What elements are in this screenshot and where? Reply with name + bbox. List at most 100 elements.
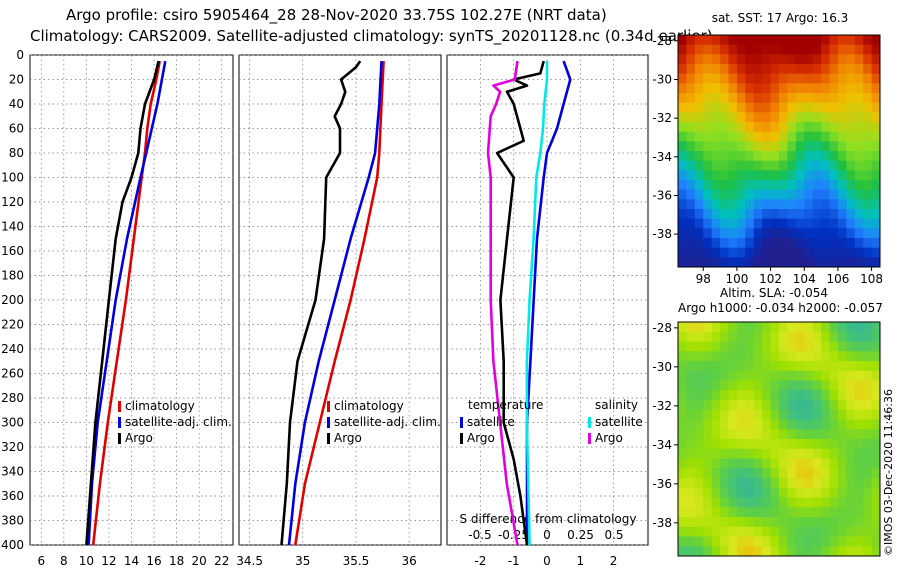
- map-cell: [678, 487, 687, 498]
- map-cell: [686, 468, 696, 479]
- map-cell: [829, 526, 839, 537]
- map-cell: [753, 526, 763, 537]
- map-cell: [736, 517, 746, 528]
- map-cell: [720, 517, 729, 528]
- map-cell: [863, 112, 872, 123]
- map-cell: [812, 151, 822, 162]
- map-cell: [779, 160, 788, 171]
- map-cell: [812, 331, 822, 342]
- map-cell: [745, 322, 755, 333]
- y-tick-label: 100: [1, 171, 24, 185]
- map-cell: [821, 429, 830, 440]
- map-cell: [762, 141, 771, 152]
- map-cell: [829, 44, 839, 55]
- map-cell: [736, 257, 746, 268]
- map-cell: [779, 112, 788, 123]
- map-cell: [812, 419, 822, 430]
- map-cell: [753, 439, 763, 450]
- map-cell: [762, 517, 771, 528]
- map-cell: [762, 341, 771, 352]
- map-cell: [753, 419, 763, 430]
- map-cell: [863, 351, 872, 362]
- map-cell: [804, 44, 814, 55]
- map-cell: [804, 370, 814, 381]
- map-cell: [854, 322, 864, 333]
- map-cell: [871, 180, 881, 191]
- map-cell: [804, 122, 814, 133]
- map-cell: [720, 218, 729, 229]
- map-cell: [678, 400, 687, 411]
- map-cell: [770, 141, 780, 152]
- map-cell: [787, 64, 797, 75]
- sla-map-subtitle: Argo h1000: -0.034 h2000: -0.057: [678, 301, 883, 315]
- y-tick-label: 220: [1, 318, 24, 332]
- map-cell: [762, 189, 771, 200]
- map-cell: [829, 370, 839, 381]
- map-cell: [837, 526, 847, 537]
- map-cell: [762, 536, 771, 547]
- map-cell: [745, 517, 755, 528]
- map-cell: [837, 160, 847, 171]
- diff-legend-temperature-title: temperature: [468, 398, 543, 412]
- map-cell: [745, 44, 755, 55]
- map-y-tick-label: -28: [652, 321, 672, 335]
- map-cell: [686, 380, 696, 391]
- map-cell: [762, 400, 771, 411]
- map-cell: [678, 64, 687, 75]
- diff-legend-temp-argo-swatch: [460, 433, 463, 444]
- x-tick-label: 16: [146, 554, 161, 568]
- map-cell: [829, 170, 839, 181]
- map-cell: [829, 497, 839, 508]
- map-cell: [795, 122, 805, 133]
- map-cell: [770, 35, 780, 46]
- y-tick-label: 60: [9, 122, 24, 136]
- map-cell: [736, 218, 746, 229]
- map-cell: [711, 341, 721, 352]
- map-cell: [753, 487, 763, 498]
- map-cell: [686, 497, 696, 508]
- map-cell: [711, 209, 721, 220]
- sal-legend-argo-swatch: [327, 433, 330, 444]
- map-cell: [770, 112, 780, 123]
- map-cell: [762, 448, 771, 459]
- map-cell: [846, 361, 856, 372]
- map-cell: [728, 122, 738, 133]
- map-cell: [770, 370, 780, 381]
- map-cell: [846, 199, 856, 210]
- map-cell: [770, 400, 780, 411]
- map-cell: [753, 536, 763, 547]
- map-cell: [686, 400, 696, 411]
- temp-legend-climatology-swatch: [118, 401, 121, 412]
- map-cell: [854, 400, 864, 411]
- map-cell: [736, 83, 746, 94]
- map-cell: [720, 341, 729, 352]
- map-cell: [770, 458, 780, 469]
- map-cell: [720, 390, 729, 401]
- map-cell: [846, 189, 856, 200]
- y-tick-label: 360: [1, 489, 24, 503]
- map-cell: [812, 44, 822, 55]
- map-cell: [753, 83, 763, 94]
- map-cell: [720, 199, 729, 210]
- map-cell: [762, 331, 771, 342]
- map-cell: [720, 54, 729, 65]
- y-tick-label: 260: [1, 367, 24, 381]
- map-cell: [821, 546, 830, 557]
- map-cell: [736, 380, 746, 391]
- map-cell: [812, 517, 822, 528]
- map-cell: [720, 228, 729, 239]
- map-cell: [745, 497, 755, 508]
- sla-map: -28 -30 -32 -34 -36 -38: [652, 321, 881, 557]
- map-cell: [779, 238, 788, 249]
- map-cell: [871, 390, 881, 401]
- map-cell: [678, 429, 687, 440]
- map-cell: [711, 526, 721, 537]
- map-cell: [770, 170, 780, 181]
- map-cell: [762, 526, 771, 537]
- map-cell: [694, 517, 704, 528]
- map-cell: [779, 73, 788, 84]
- map-cell: [787, 448, 797, 459]
- map-cell: [871, 409, 881, 420]
- map-cell: [736, 160, 746, 171]
